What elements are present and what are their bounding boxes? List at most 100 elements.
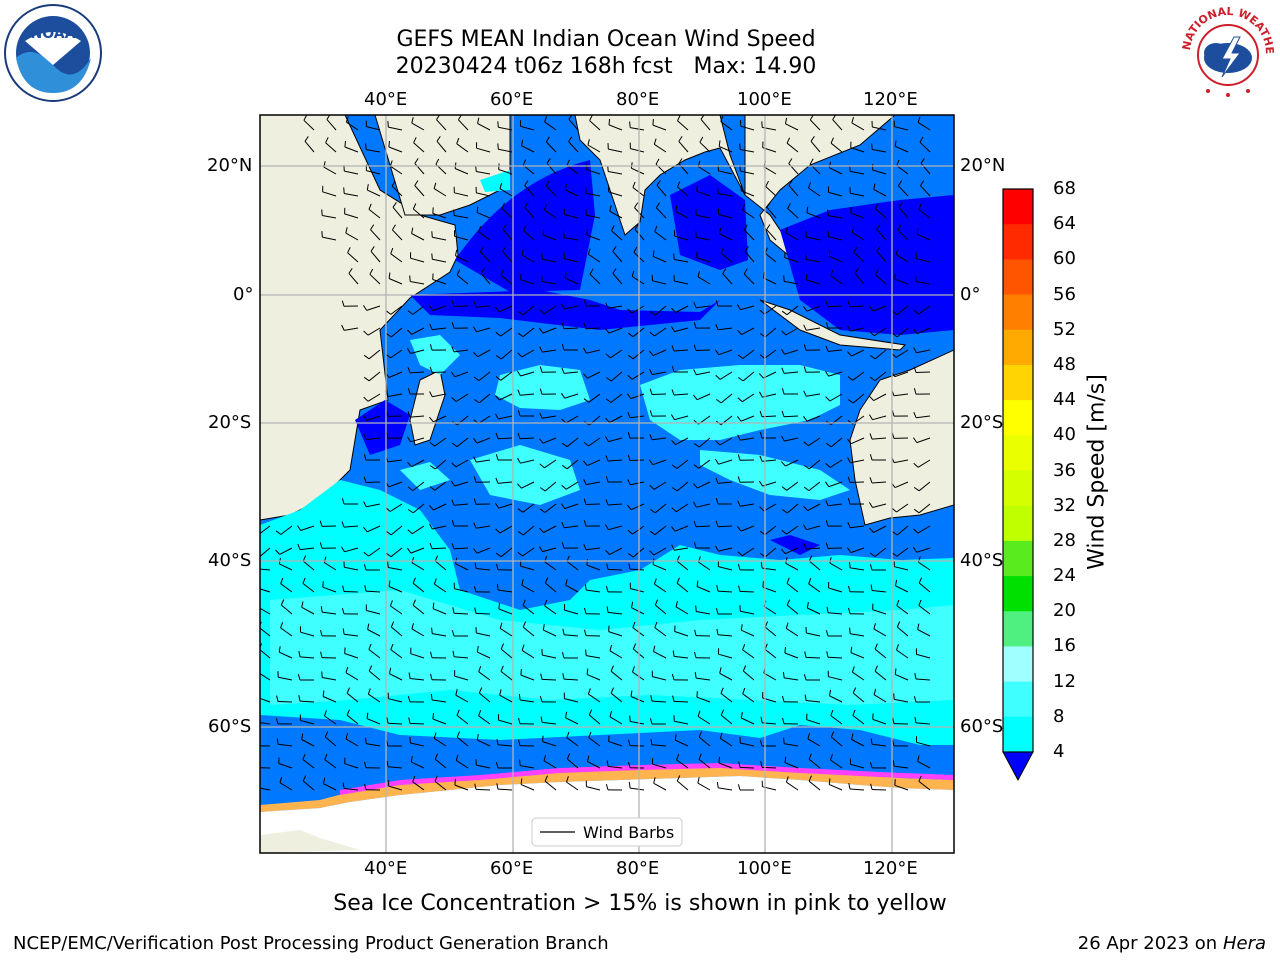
- wind-barb: [498, 415, 513, 420]
- wind-barb: [544, 582, 557, 593]
- wind-barb-flag: [366, 184, 369, 191]
- wind-barb-flag: [671, 345, 675, 352]
- wind-barb: [920, 162, 931, 175]
- wind-barb: [477, 123, 491, 131]
- wind-barb: [455, 393, 469, 402]
- wind-barb: [807, 607, 821, 615]
- wind-barb: [304, 140, 315, 153]
- wind-barb: [499, 694, 513, 703]
- wind-barb: [849, 788, 865, 791]
- wind-barb: [566, 164, 579, 175]
- wind-barb: [717, 525, 733, 528]
- wind-barb: [851, 349, 865, 357]
- wind-barb-flag: [720, 687, 724, 694]
- wind-barb: [610, 393, 623, 403]
- wind-barb-flag: [499, 689, 502, 696]
- wind-barb-flag: [538, 546, 543, 552]
- wind-barb-flag: [650, 738, 653, 745]
- wind-barb-flag: [324, 731, 329, 738]
- wind-barb: [740, 742, 755, 747]
- map-grid: [260, 115, 954, 853]
- wind-barb: [521, 145, 535, 153]
- wind-barb: [676, 481, 689, 492]
- wind-barb: [454, 215, 469, 219]
- wind-barb: [431, 371, 447, 373]
- wind-barb-flag: [786, 599, 791, 606]
- wind-barb-flag: [720, 709, 725, 716]
- wind-barb-flag: [874, 203, 879, 210]
- wind-barb-flag: [544, 116, 548, 122]
- wind-barb: [810, 140, 821, 153]
- wind-barb: [697, 166, 711, 175]
- bottom-lon-label-5: 120°E: [863, 858, 918, 879]
- wind-barb: [742, 693, 755, 703]
- wind-barb-flag: [560, 503, 566, 509]
- antarctica: [260, 776, 954, 853]
- wind-barb-flag: [408, 672, 411, 679]
- wind-barb: [698, 437, 711, 448]
- wind-barb: [894, 393, 909, 397]
- wind-barb-flag: [429, 505, 434, 511]
- wind-barb: [277, 701, 293, 703]
- wind-barb: [608, 148, 623, 153]
- wind-barb-flag: [780, 348, 786, 355]
- wind-barb-flag: [782, 509, 788, 514]
- wind-barb: [850, 525, 865, 529]
- wind-barb: [832, 119, 843, 131]
- wind-barb: [676, 503, 689, 513]
- wind-barb-flag: [803, 324, 807, 331]
- wind-barb: [676, 560, 689, 571]
- wind-barb: [674, 415, 689, 421]
- wind-barb-flag: [476, 646, 479, 653]
- wind-barb: [346, 714, 359, 725]
- wind-barb: [610, 349, 623, 359]
- wind-barb: [366, 503, 381, 508]
- wind-barb: [609, 716, 623, 725]
- wind-barb-flag: [412, 599, 416, 606]
- wind-barb: [918, 561, 931, 571]
- wind-barb: [830, 142, 843, 153]
- wind-barb-flag: [496, 563, 499, 570]
- wind-barb-flag: [848, 399, 854, 404]
- wind-barb: [542, 654, 557, 659]
- wind-barb-flag: [893, 693, 895, 700]
- wind-barb-flag: [848, 783, 851, 790]
- wind-barb: [564, 237, 579, 241]
- wind-barb-flag: [737, 454, 741, 461]
- wind-barb: [654, 143, 667, 153]
- wind-barb-flag: [342, 628, 345, 635]
- top-lon-label-2: 60°E: [490, 89, 534, 110]
- wind-barb-flag: [275, 717, 279, 725]
- wind-barb: [456, 736, 469, 747]
- wind-barb: [785, 327, 799, 336]
- wind-barb-flag: [737, 476, 741, 483]
- wind-barb-flag: [495, 477, 499, 484]
- wind-barb: [786, 583, 799, 593]
- wind-barb: [916, 258, 931, 263]
- wind-barb-flag: [895, 248, 899, 255]
- wind-barb: [411, 327, 425, 335]
- wind-barb: [520, 371, 535, 377]
- wind-barb-flag: [610, 687, 614, 694]
- wind-barb: [894, 566, 909, 571]
- wind-barb: [500, 648, 513, 659]
- wind-barb: [787, 208, 799, 219]
- wind-barb-flag: [341, 498, 345, 505]
- wind-barb: [916, 281, 931, 285]
- wind-barb: [850, 547, 865, 554]
- wind-barb: [697, 481, 711, 489]
- wind-barb-flag: [435, 158, 440, 165]
- wind-barb: [764, 525, 777, 536]
- wind-barb-flag: [385, 740, 389, 747]
- wind-barb: [654, 604, 667, 615]
- wind-barb-flag: [455, 689, 458, 696]
- wind-barb-flag: [363, 376, 370, 382]
- wind-barb: [543, 525, 557, 533]
- wind-barb: [322, 586, 337, 593]
- wind-barb: [850, 567, 865, 571]
- wind-barb: [498, 589, 513, 593]
- wind-barb-flag: [869, 395, 875, 401]
- wind-barb-flag: [367, 623, 370, 630]
- wind-barb: [476, 327, 491, 333]
- wind-barb-flag: [453, 209, 455, 216]
